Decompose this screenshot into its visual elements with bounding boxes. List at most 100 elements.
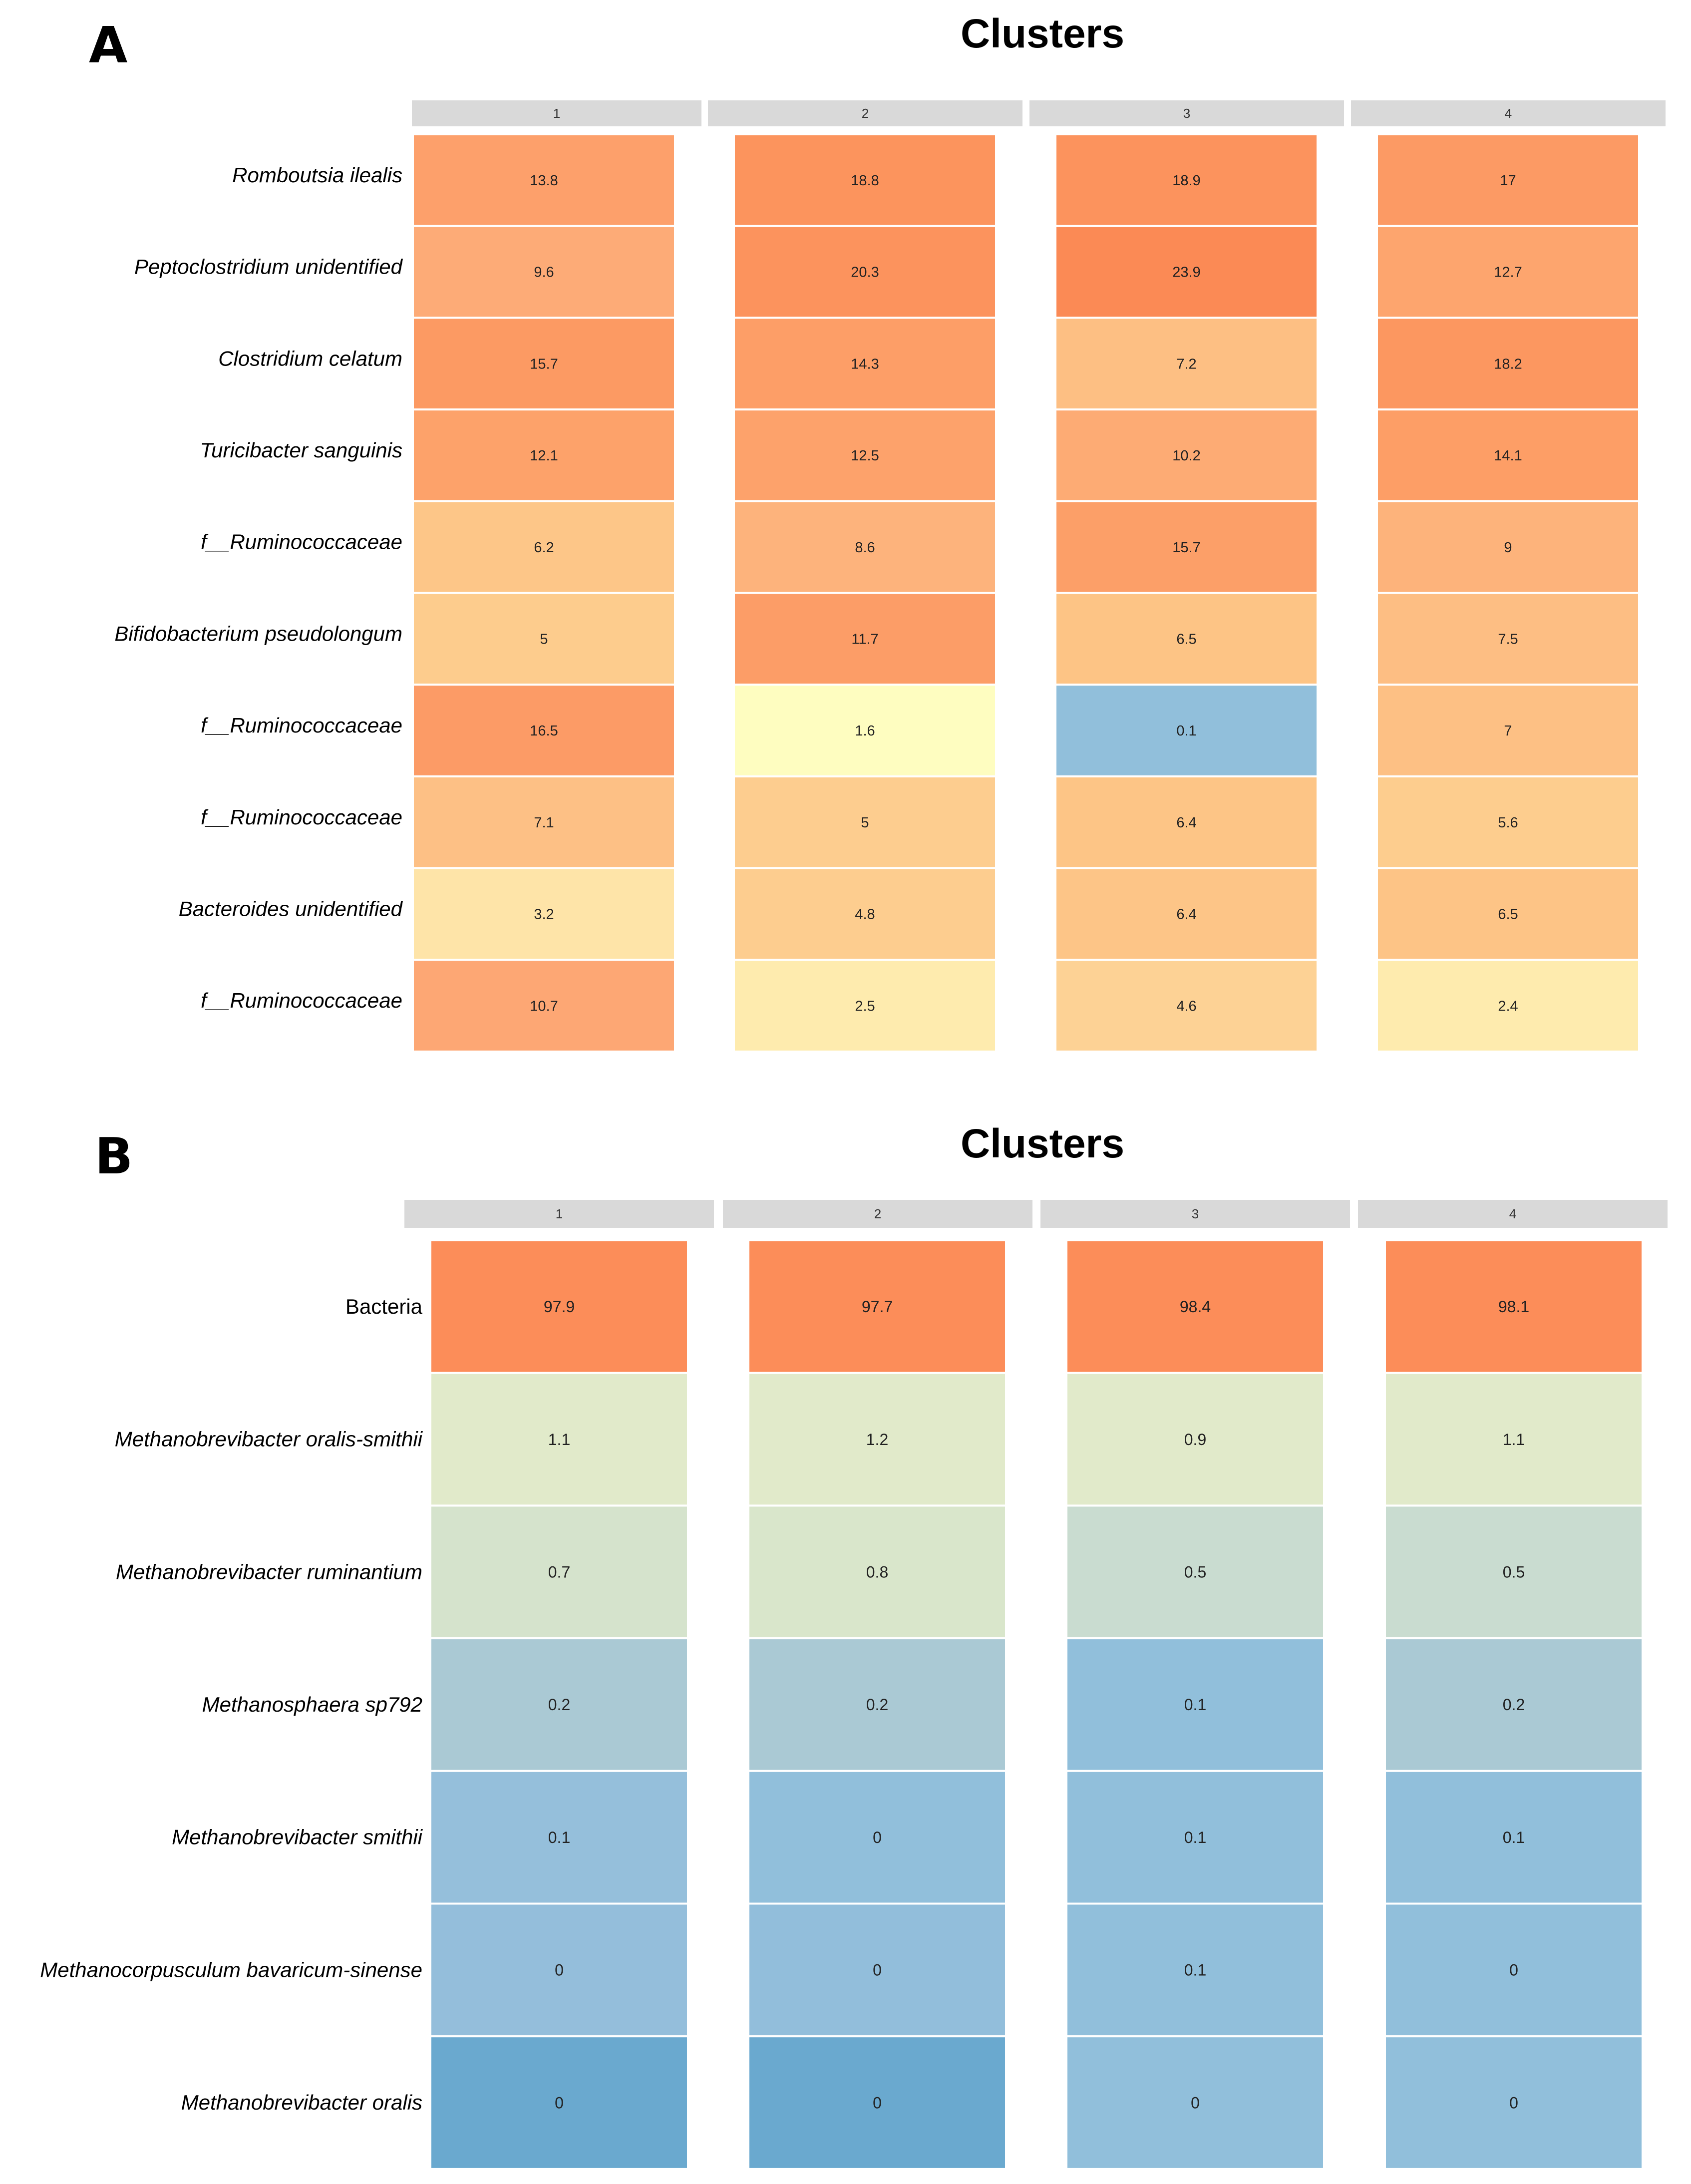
- heatmap-cell-value: 0.1: [1184, 1961, 1206, 1979]
- heatmap-cell: 11.7: [733, 592, 997, 686]
- heatmap-cell: 0.7: [429, 1504, 689, 1640]
- heatmap-cell-fill: [733, 684, 997, 777]
- heatmap-cell-value: 4.6: [1176, 998, 1196, 1014]
- heatmap-cell-value: 5.6: [1498, 815, 1518, 831]
- heatmap-cell: 18.9: [1054, 133, 1319, 227]
- heatmap-cell-value: 18.9: [1172, 173, 1200, 189]
- heatmap-cell-value: 6.4: [1176, 907, 1196, 923]
- heatmap-cell-value: 0.1: [1184, 1828, 1206, 1846]
- heatmap-cell-fill: [1376, 775, 1640, 869]
- panel-b: B Clusters 1 2 3 4 Bacteria Methanobrevibact…: [40, 1121, 1668, 2170]
- column-header-2: 2: [723, 1200, 1032, 1228]
- row-label-clostridium-celatum: Clostridium celatum: [218, 347, 402, 370]
- heatmap-cell: 4.6: [1054, 959, 1319, 1053]
- heatmap-cell: 14.1: [1376, 408, 1640, 502]
- heatmap-cell: 1.1: [429, 1372, 689, 1507]
- column-header-label: 3: [1192, 1206, 1199, 1221]
- row-label-methanobrevibacter-oralis-smithii: Methanobrevibacter oralis-smithii: [115, 1428, 423, 1451]
- heatmap-cell-fill: [1065, 1770, 1325, 1905]
- panel-a-column-headers: 1 2 3 4: [412, 100, 1666, 126]
- heatmap-cell-value: 6.2: [534, 540, 554, 556]
- heatmap-cell-value: 0.1: [1176, 723, 1196, 739]
- heatmap-cell-fill: [429, 1372, 689, 1507]
- heatmap-cell-value: 7.1: [534, 815, 554, 831]
- heatmap-cell-value: 10.7: [530, 998, 558, 1014]
- heatmap-cell: 23.9: [1054, 225, 1319, 319]
- heatmap-cell-fill: [1054, 867, 1319, 961]
- heatmap-cell-value: 14.3: [851, 356, 879, 372]
- heatmap-cell-fill: [747, 1902, 1007, 2038]
- heatmap-cell-value: 12.5: [851, 448, 879, 464]
- panel-a-row-labels: Romboutsia ilealis Peptoclostridium unide…: [114, 163, 403, 1012]
- heatmap-cell: 7.2: [1054, 317, 1319, 411]
- row-label-turicibacter-sanguinis: Turicibacter sanguinis: [200, 438, 402, 462]
- heatmap-cell: 1.2: [747, 1372, 1007, 1507]
- column-header-1: 1: [404, 1200, 714, 1228]
- heatmap-cell-fill: [733, 775, 997, 869]
- heatmap-cell: 0.1: [429, 1770, 689, 1905]
- heatmap-cell-fill: [733, 867, 997, 961]
- heatmap-cell-value: 4.8: [855, 907, 875, 923]
- row-label-methanobrevibacter-oralis: Methanobrevibacter oralis: [181, 2091, 422, 2114]
- heatmap-cell-value: 9.6: [534, 265, 554, 281]
- heatmap-cell-value: 6.5: [1498, 907, 1518, 923]
- heatmap-cell-fill: [1384, 1770, 1644, 1905]
- column-header-3: 3: [1040, 1200, 1350, 1228]
- heatmap-cell-fill: [429, 1239, 689, 1374]
- heatmap-cell-value: 6.5: [1176, 632, 1196, 648]
- heatmap-cell-value: 14.1: [1494, 448, 1522, 464]
- heatmap-cell-value: 7: [1504, 723, 1512, 739]
- heatmap-cell-fill: [1065, 2035, 1325, 2170]
- heatmap-cell-fill: [1384, 1372, 1644, 1507]
- heatmap-cell: 10.7: [412, 959, 676, 1053]
- heatmap-cell: 0.1: [1065, 1902, 1325, 2038]
- heatmap-cell-value: 0: [1191, 2094, 1200, 2112]
- heatmap-cell: 0.1: [1065, 1770, 1325, 1905]
- row-label-f-ruminococcaceae: f__Ruminococcaceae: [201, 989, 402, 1012]
- heatmap-cell-value: 8.6: [855, 540, 875, 556]
- column-header-label: 2: [874, 1206, 881, 1221]
- heatmap-cell: 97.9: [429, 1239, 689, 1374]
- heatmap-cell: 6.5: [1376, 867, 1640, 961]
- column-header-label: 3: [1183, 106, 1190, 121]
- heatmap-cell: 15.7: [412, 317, 676, 411]
- row-label-methanosphaera-sp792: Methanosphaera sp792: [202, 1693, 422, 1716]
- heatmap-cell-fill: [429, 1770, 689, 1905]
- heatmap-cell-fill: [1376, 317, 1640, 411]
- heatmap-cell-value: 1.6: [855, 723, 875, 739]
- row-label-f-ruminococcaceae: f__Ruminococcaceae: [201, 714, 402, 737]
- heatmap-cell: 0.1: [1065, 1637, 1325, 1772]
- heatmap-cell-value: 7.5: [1498, 632, 1518, 648]
- row-label-peptoclostridium-unidentified: Peptoclostridium unidentified: [134, 255, 403, 279]
- heatmap-cell: 12.7: [1376, 225, 1640, 319]
- heatmap-cell: 14.3: [733, 317, 997, 411]
- heatmap-cell-fill: [1054, 225, 1319, 319]
- heatmap-cell: 16.5: [412, 684, 676, 777]
- heatmap-cell-value: 15.7: [530, 356, 558, 372]
- column-header-background: [1040, 1200, 1350, 1228]
- heatmap-cell-fill: [733, 959, 997, 1053]
- heatmap-cell-fill: [429, 1902, 689, 2038]
- heatmap-cell-fill: [1065, 1902, 1325, 2038]
- heatmap-cell-fill: [1065, 1372, 1325, 1507]
- column-header-background: [1029, 100, 1344, 126]
- heatmap-cell-value: 0: [873, 2094, 882, 2112]
- heatmap-cell-value: 11.7: [851, 632, 878, 648]
- panel-b-cells: 97.9 97.7 98.4 98.1 1.1 1.2 0.9 1.1 0.7 0.8 0.5 0.5…: [429, 1239, 1644, 2170]
- heatmap-cell-value: 10.2: [1172, 448, 1200, 464]
- heatmap-cell-fill: [1376, 592, 1640, 686]
- heatmap-cell-fill: [429, 1637, 689, 1772]
- heatmap-cell-fill: [1376, 684, 1640, 777]
- heatmap-cell-value: 0.1: [1184, 1696, 1206, 1714]
- panel-a-cells: 13.8 18.8 18.9 17 9.6 20.3 23.9 12.7 15.7 14.3 7.2…: [412, 133, 1640, 1053]
- panel-b-letter: B: [95, 1127, 133, 1185]
- heatmap-cell: 12.5: [733, 408, 997, 502]
- heatmap-cell-fill: [1376, 959, 1640, 1053]
- heatmap-cell: 7.1: [412, 775, 676, 869]
- heatmap-cell: 97.7: [747, 1239, 1007, 1374]
- row-label-f-ruminococcaceae: f__Ruminococcaceae: [201, 530, 402, 554]
- panel-a: A Clusters 1 2 3 4 Romboutsia ilealis Peptoc…: [89, 11, 1666, 1053]
- heatmap-cell-value: 18.8: [851, 173, 879, 189]
- heatmap-cell: 1.1: [1384, 1372, 1644, 1507]
- heatmap-cell-value: 97.9: [544, 1298, 575, 1316]
